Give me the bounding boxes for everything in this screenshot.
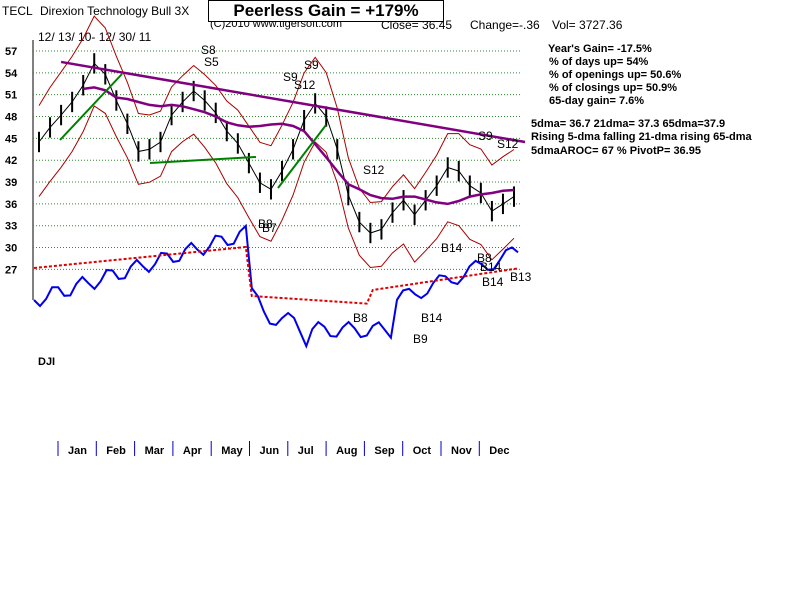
- month-label: Apr: [183, 445, 203, 457]
- ticker-label: TECL: [2, 4, 33, 18]
- month-label: Sep: [374, 445, 394, 457]
- signal-annotation: S12: [294, 78, 316, 92]
- price-close-line: [38, 62, 515, 234]
- signal-annotation: S9: [283, 70, 298, 84]
- ma-line-2: Rising 5-dma falling 21-dma rising 65-dm…: [531, 131, 752, 143]
- date-range-label: 12/ 13/ 10- 12/ 30/ 11: [38, 30, 152, 44]
- stat-line: 65-day gain= 7.6%: [549, 95, 645, 107]
- support-line: [59, 73, 123, 141]
- month-label: May: [221, 445, 243, 457]
- stat-line: % of openings up= 50.6%: [549, 69, 682, 81]
- signal-annotation: S9: [304, 58, 319, 72]
- lower-band: [38, 105, 515, 269]
- y-tick-label: 54: [5, 68, 18, 80]
- resistance-trendline: [60, 60, 526, 144]
- signal-annotation: B9: [413, 332, 428, 346]
- signal-annotation: B14: [480, 260, 502, 274]
- month-label: Jun: [260, 445, 280, 457]
- month-label: Oct: [413, 445, 432, 457]
- change-label: Change=-.36: [470, 18, 540, 32]
- month-label: Dec: [489, 445, 509, 457]
- y-tick-label: 33: [5, 221, 17, 233]
- month-label: Feb: [106, 445, 126, 457]
- signal-annotation: B8: [477, 251, 492, 265]
- month-label: Aug: [336, 445, 357, 457]
- y-tick-label: 42: [5, 155, 17, 167]
- signal-annotation: B13: [510, 270, 532, 284]
- month-label: Nov: [451, 445, 473, 457]
- signal-annotation: B14: [421, 311, 443, 325]
- dji-ma-line: [33, 245, 519, 305]
- upper-band: [38, 15, 515, 204]
- signal-annotation: B8: [353, 311, 368, 325]
- signal-annotation: S12: [363, 163, 385, 177]
- y-tick-label: 45: [5, 133, 17, 145]
- dji-line: [33, 223, 519, 349]
- signal-annotation: B14: [482, 275, 504, 289]
- volume-label: Vol= 3727.36: [552, 18, 623, 32]
- y-tick-label: 30: [5, 243, 17, 255]
- y-tick-label: 57: [5, 46, 17, 58]
- month-label: Jul: [298, 445, 314, 457]
- y-tick-label: 36: [5, 199, 17, 211]
- y-tick-label: 27: [5, 264, 17, 276]
- signal-annotation: B14: [441, 241, 463, 255]
- signal-annotation: B7: [262, 221, 277, 235]
- support-line: [149, 156, 257, 164]
- signal-annotation: B8: [258, 217, 273, 231]
- stat-line: % of days up= 54%: [549, 56, 649, 68]
- fund-name-label: Direxion Technology Bull 3X: [40, 4, 190, 18]
- dji-label: DJI: [38, 356, 56, 368]
- y-tick-label: 39: [5, 177, 17, 189]
- ma-65-line: [83, 86, 515, 206]
- signal-annotation: S5: [204, 55, 219, 69]
- month-label: Jan: [68, 445, 87, 457]
- stat-line: Year's Gain= -17.5%: [548, 43, 652, 55]
- stat-line: % of closings up= 50.9%: [549, 82, 678, 94]
- signal-annotation: S12: [497, 137, 519, 151]
- signal-annotation: S9: [478, 129, 493, 143]
- y-tick-label: 48: [5, 112, 17, 124]
- ma-line-1: 5dma= 36.7 21dma= 37.3 65dma=37.9: [531, 118, 726, 130]
- y-tick-label: 51: [5, 90, 17, 102]
- support-line: [277, 124, 327, 189]
- peerless-gain-banner: Peerless Gain = +179%: [208, 0, 444, 22]
- signal-annotation: S8: [201, 43, 216, 57]
- ma-line-3: 5dmaAROC= 67 % PivotP= 36.95: [531, 145, 701, 157]
- month-label: Mar: [145, 445, 165, 457]
